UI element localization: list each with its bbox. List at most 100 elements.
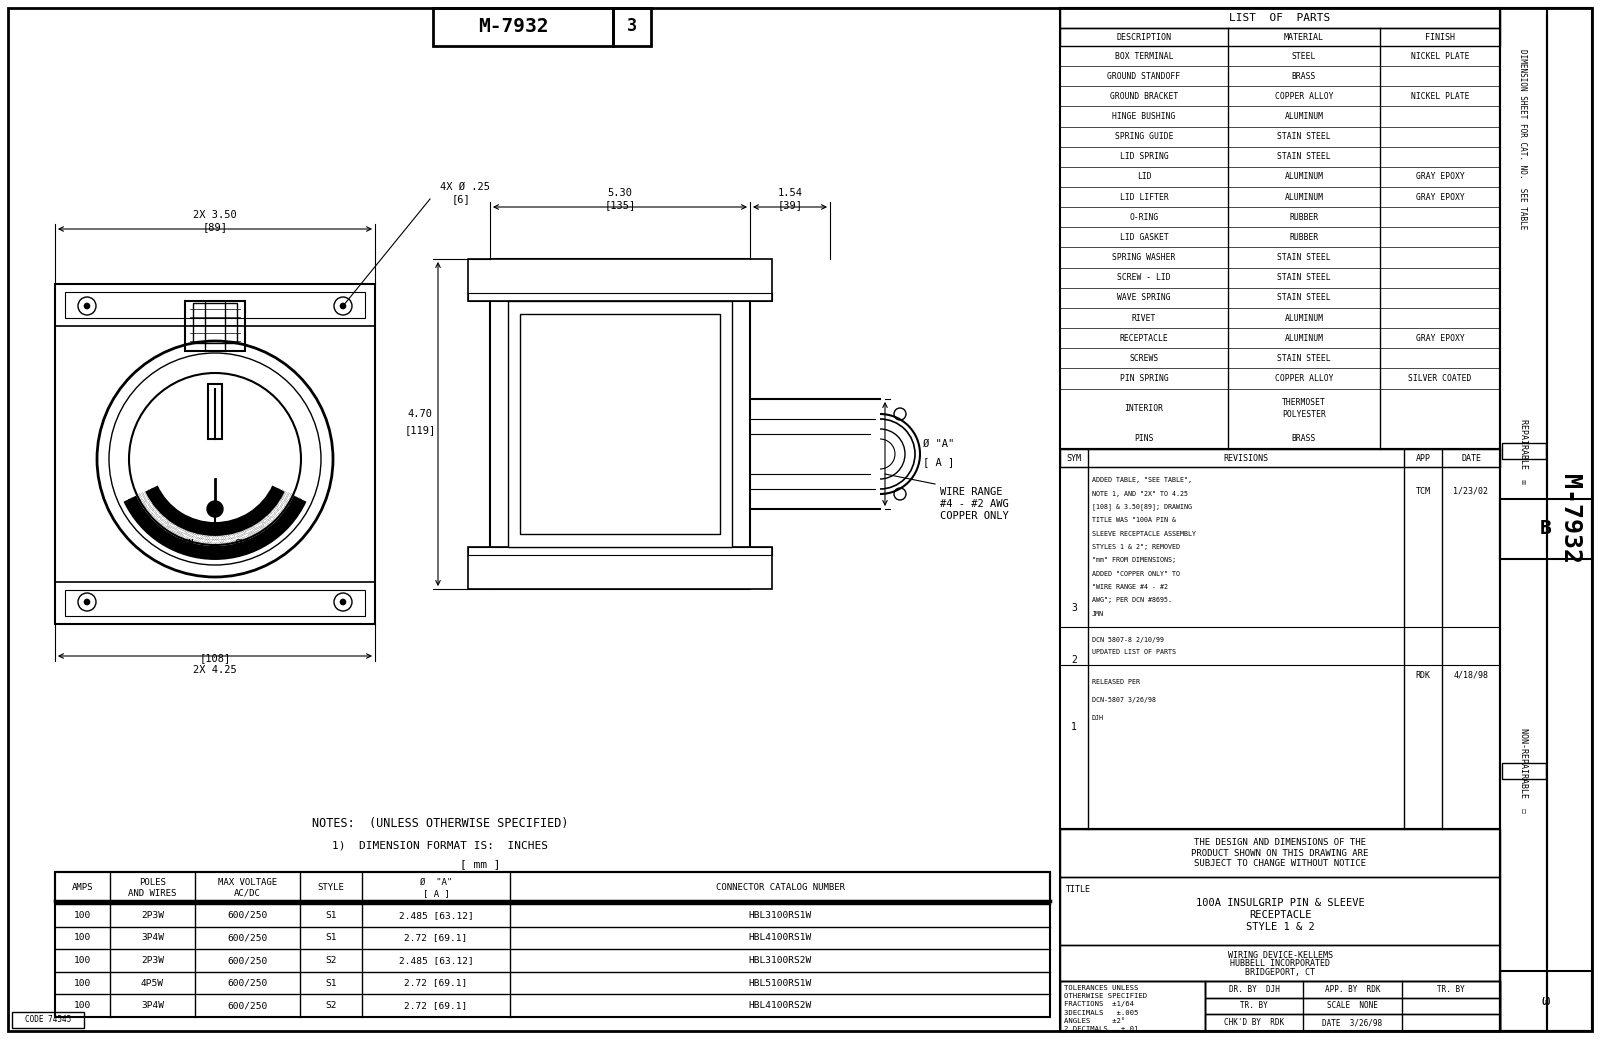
Text: 3: 3 xyxy=(627,17,637,35)
Bar xyxy=(1059,981,1501,1031)
Text: 2.72 [69.1]: 2.72 [69.1] xyxy=(405,933,467,942)
Text: HBL4100RS2W: HBL4100RS2W xyxy=(749,1002,811,1010)
Bar xyxy=(469,293,771,301)
Text: UPDATED LIST OF PARTS: UPDATED LIST OF PARTS xyxy=(1091,649,1176,656)
Text: STAIN STEEL: STAIN STEEL xyxy=(1277,293,1331,302)
Bar xyxy=(469,547,771,555)
Text: 3: 3 xyxy=(1070,603,1077,613)
Circle shape xyxy=(341,303,346,309)
Bar xyxy=(1501,971,1592,1031)
Text: JMN: JMN xyxy=(1091,611,1104,617)
Text: REPAIRABLE  ☒: REPAIRABLE ☒ xyxy=(1520,419,1528,483)
Text: S1: S1 xyxy=(325,911,336,920)
Bar xyxy=(54,284,374,624)
Text: "mm" FROM DIMENSIONS;: "mm" FROM DIMENSIONS; xyxy=(1091,557,1176,563)
Bar xyxy=(490,259,750,589)
Text: 100: 100 xyxy=(74,1002,91,1010)
Bar xyxy=(1059,28,1501,46)
Text: PINS: PINS xyxy=(1134,434,1154,444)
Text: REVISIONS: REVISIONS xyxy=(1224,453,1269,462)
Text: [89]: [89] xyxy=(203,222,227,232)
Text: GROUND BRACKET: GROUND BRACKET xyxy=(1110,91,1178,101)
Text: CONNECTOR CATALOG NUMBER: CONNECTOR CATALOG NUMBER xyxy=(715,883,845,893)
Text: AWG"; PER DCN #8695.: AWG"; PER DCN #8695. xyxy=(1091,597,1171,604)
Text: 600/250: 600/250 xyxy=(227,1002,267,1010)
Text: DCN 5807-8 2/10/99: DCN 5807-8 2/10/99 xyxy=(1091,637,1165,643)
Text: STYLES 1 & 2"; REMOVED: STYLES 1 & 2"; REMOVED xyxy=(1091,544,1181,550)
Text: 2P3W: 2P3W xyxy=(141,911,165,920)
Text: 2.485 [63.12]: 2.485 [63.12] xyxy=(398,911,474,920)
Text: NICKEL PLATE: NICKEL PLATE xyxy=(1411,91,1469,101)
Text: 100A INSULGRIP PIN & SLEEVE
RECEPTACLE
STYLE 1 & 2: 100A INSULGRIP PIN & SLEEVE RECEPTACLE S… xyxy=(1195,899,1365,932)
Text: OPEN: OPEN xyxy=(173,538,194,548)
Text: 4/18/98: 4/18/98 xyxy=(1453,671,1488,680)
Text: 3P4W: 3P4W xyxy=(141,933,165,942)
Bar xyxy=(1059,829,1501,1031)
Bar xyxy=(1502,443,1546,459)
Text: RECEPTACLE: RECEPTACLE xyxy=(1120,334,1168,343)
Text: 2: 2 xyxy=(1070,656,1077,665)
Circle shape xyxy=(85,600,90,605)
Bar xyxy=(1059,449,1501,829)
Text: [119]: [119] xyxy=(405,425,435,435)
Bar xyxy=(613,8,651,46)
Bar xyxy=(54,582,374,624)
Text: 2X 3.50: 2X 3.50 xyxy=(194,210,237,220)
Text: Ø  "A"
[ A ]: Ø "A" [ A ] xyxy=(419,878,453,898)
Text: APP: APP xyxy=(1416,453,1430,462)
Text: 2.485 [63.12]: 2.485 [63.12] xyxy=(398,956,474,965)
Text: 100: 100 xyxy=(74,979,91,988)
Text: BRASS: BRASS xyxy=(1291,434,1317,444)
Text: B: B xyxy=(1541,520,1552,538)
Bar xyxy=(509,301,733,547)
Text: 2X 4.25: 2X 4.25 xyxy=(194,665,237,675)
Text: TOLERANCES UNLESS: TOLERANCES UNLESS xyxy=(1064,985,1138,990)
Text: 4.70: 4.70 xyxy=(408,409,432,419)
Text: "WIRE RANGE #4 - #2: "WIRE RANGE #4 - #2 xyxy=(1091,584,1168,590)
Text: TITLE WAS "100A PIN &: TITLE WAS "100A PIN & xyxy=(1091,517,1176,524)
Text: LID LIFTER: LID LIFTER xyxy=(1120,192,1168,202)
Text: BRASS: BRASS xyxy=(1291,72,1317,81)
Text: M-7932: M-7932 xyxy=(478,17,549,35)
Text: SLEEVE RECEPTACLE ASSEMBLY: SLEEVE RECEPTACLE ASSEMBLY xyxy=(1091,531,1197,537)
Text: 3DECIMALS   ±.005: 3DECIMALS ±.005 xyxy=(1064,1010,1138,1016)
Text: STEEL: STEEL xyxy=(1291,52,1317,60)
Text: 2.72 [69.1]: 2.72 [69.1] xyxy=(405,1002,467,1010)
Text: ALUMINUM: ALUMINUM xyxy=(1285,334,1323,343)
Text: BOX TERMINAL: BOX TERMINAL xyxy=(1115,52,1173,60)
Text: FINISH: FINISH xyxy=(1426,32,1454,42)
Bar xyxy=(1547,8,1592,1031)
Bar xyxy=(1059,8,1501,28)
Text: DATE: DATE xyxy=(1461,453,1482,462)
Text: ALUMINUM: ALUMINUM xyxy=(1285,172,1323,182)
Text: GRAY EPOXY: GRAY EPOXY xyxy=(1416,334,1464,343)
Text: MAX VOLTAGE
AC/DC: MAX VOLTAGE AC/DC xyxy=(218,878,277,898)
Text: [39]: [39] xyxy=(778,199,803,210)
Text: 600/250: 600/250 xyxy=(227,956,267,965)
Text: SPRING WASHER: SPRING WASHER xyxy=(1112,254,1176,262)
Text: 1: 1 xyxy=(1070,722,1077,731)
Text: STYLE: STYLE xyxy=(317,883,344,893)
Bar xyxy=(1059,945,1501,981)
Circle shape xyxy=(206,501,222,517)
Text: 3P4W: 3P4W xyxy=(141,1002,165,1010)
Text: SPRING GUIDE: SPRING GUIDE xyxy=(1115,132,1173,141)
Text: LID GASKET: LID GASKET xyxy=(1120,233,1168,242)
Text: WAVE SPRING: WAVE SPRING xyxy=(1117,293,1171,302)
Bar xyxy=(1205,981,1501,997)
Bar xyxy=(186,301,245,351)
Bar xyxy=(469,259,771,301)
Bar xyxy=(13,1012,85,1028)
Text: THE DESIGN AND DIMENSIONS OF THE
PRODUCT SHOWN ON THIS DRAWING ARE
SUBJECT TO CH: THE DESIGN AND DIMENSIONS OF THE PRODUCT… xyxy=(1192,838,1368,868)
Text: ALUMINUM: ALUMINUM xyxy=(1285,192,1323,202)
Text: 100: 100 xyxy=(74,933,91,942)
Text: 600/250: 600/250 xyxy=(227,979,267,988)
Bar xyxy=(1059,877,1501,945)
Text: POLYESTER: POLYESTER xyxy=(1282,410,1326,420)
Text: 600/250: 600/250 xyxy=(227,933,267,942)
Text: GROUND STANDOFF: GROUND STANDOFF xyxy=(1107,72,1181,81)
Text: 1.54: 1.54 xyxy=(778,188,803,198)
Text: NON-REPAIRABLE  ☐: NON-REPAIRABLE ☐ xyxy=(1520,728,1528,814)
Text: ALUMINUM: ALUMINUM xyxy=(1285,112,1323,121)
Bar xyxy=(520,314,720,534)
